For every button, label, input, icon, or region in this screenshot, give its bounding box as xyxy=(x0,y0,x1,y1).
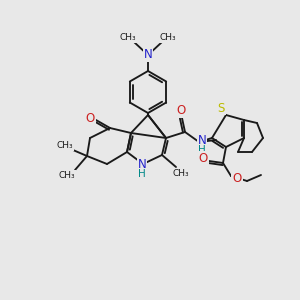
Text: CH₃: CH₃ xyxy=(173,169,189,178)
Text: N: N xyxy=(144,49,152,62)
Text: O: O xyxy=(198,152,208,164)
Text: H: H xyxy=(198,145,206,155)
Text: O: O xyxy=(176,104,186,118)
Text: S: S xyxy=(217,101,225,115)
Text: O: O xyxy=(232,172,242,184)
Text: N: N xyxy=(138,158,146,172)
Text: O: O xyxy=(85,112,94,124)
Text: N: N xyxy=(198,134,206,148)
Text: CH₃: CH₃ xyxy=(57,142,73,151)
Text: CH₃: CH₃ xyxy=(160,34,176,43)
Text: H: H xyxy=(138,169,146,179)
Text: CH₃: CH₃ xyxy=(120,34,136,43)
Text: CH₃: CH₃ xyxy=(59,170,75,179)
